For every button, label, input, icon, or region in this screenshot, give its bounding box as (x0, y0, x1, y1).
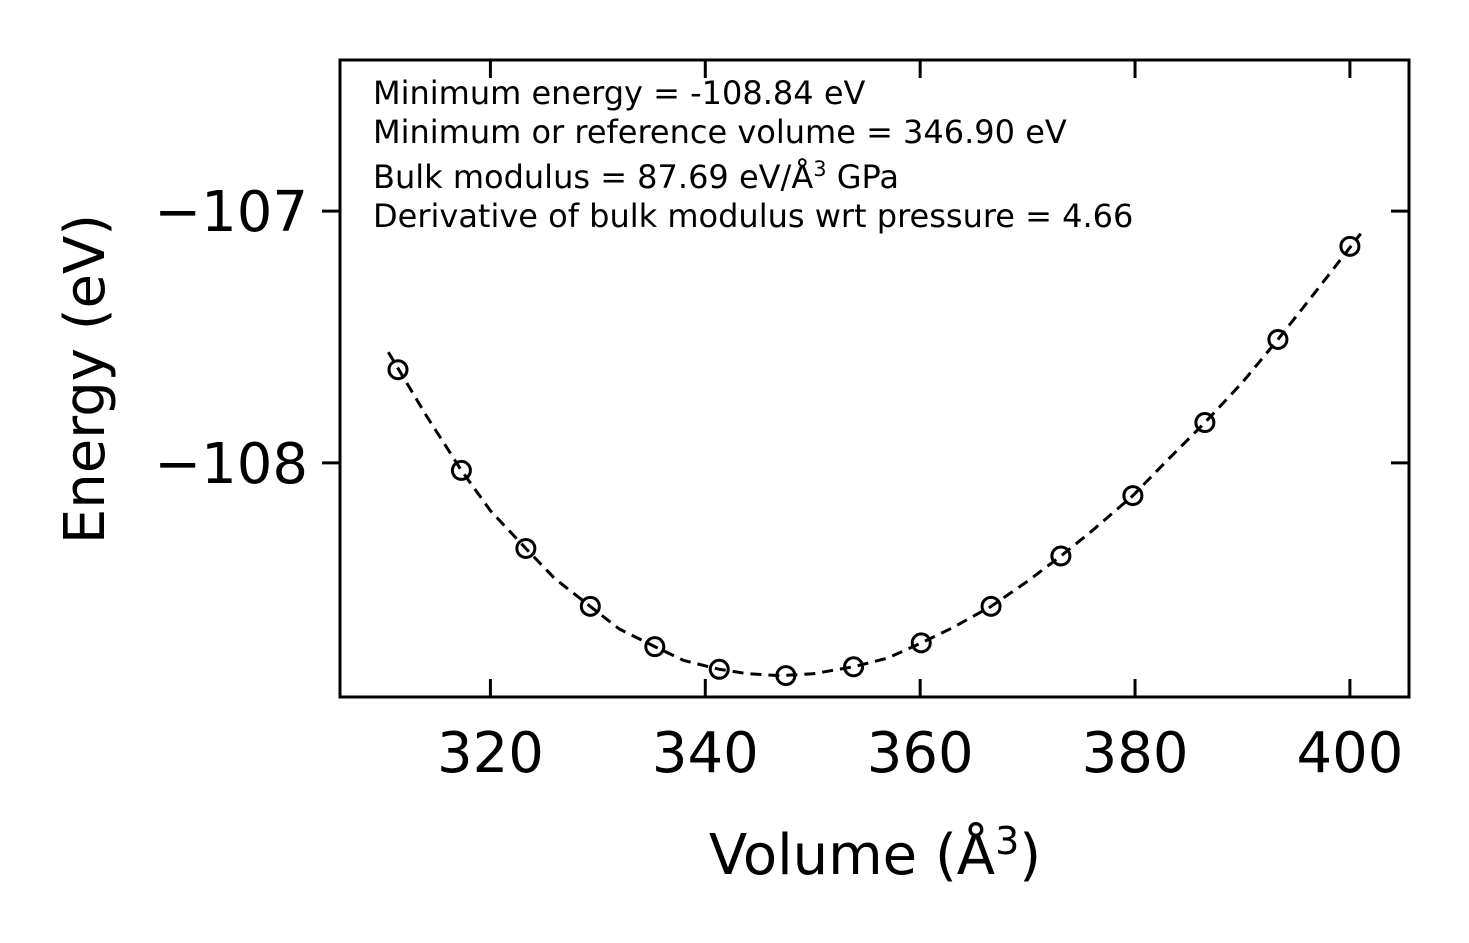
data-point-14 (1339, 235, 1361, 257)
x-tick-label-380: 380 (1082, 721, 1189, 786)
x-axis-label: Volume (Å3) (709, 819, 1041, 888)
annotation-min-volume: Minimum or reference volume = 346.90 eV (373, 113, 1067, 151)
annotation-bulk-modulus: Bulk modulus = 87.69 eV/Å3 GPa (373, 157, 899, 196)
x-tick-label-340: 340 (652, 721, 759, 786)
data-point-9 (980, 595, 1002, 617)
data-point-5 (708, 658, 730, 680)
data-point-7 (843, 656, 865, 678)
x-tick-label-320: 320 (437, 721, 544, 786)
annotation-bulk-modulus-sup: 3 (813, 157, 826, 181)
data-point-2 (515, 537, 537, 559)
x-axis-label-main: Volume (Å (709, 822, 995, 888)
x-axis-label-suffix: ) (1019, 823, 1041, 888)
x-axis-label-sup: 3 (995, 819, 1019, 863)
annotation-derivative: Derivative of bulk modulus wrt pressure … (373, 197, 1133, 235)
data-point-11 (1122, 485, 1144, 507)
data-point-4 (644, 636, 666, 658)
y-tick-label--107: −107 (154, 180, 308, 245)
x-tick-label-400: 400 (1296, 721, 1403, 786)
data-point-13 (1267, 328, 1289, 350)
annotation-bulk-modulus-unit: GPa (827, 158, 899, 196)
axis-ticks (322, 60, 1409, 697)
data-point-10 (1050, 545, 1072, 567)
plot-frame (338, 58, 1411, 699)
tick-labels: 320 340 360 380 400 −107 −108 (154, 180, 1403, 786)
annotation-bulk-modulus-main: Bulk modulus = 87.69 eV/Å (373, 158, 813, 196)
data-point-3 (579, 595, 601, 617)
annotation-min-energy: Minimum energy = -108.84 eV (373, 74, 866, 112)
data-point-8 (910, 632, 932, 654)
data-point-12 (1194, 412, 1216, 434)
data-point-1 (450, 459, 472, 481)
y-axis-label: Energy (eV) (53, 214, 118, 544)
y-tick-label--108: −108 (154, 432, 308, 497)
data-points (387, 235, 1361, 687)
data-point-6 (775, 665, 797, 687)
annotation-box: Minimum energy = -108.84 eV Minimum or r… (373, 74, 1133, 235)
data-point-0 (387, 359, 409, 381)
x-tick-label-360: 360 (867, 721, 974, 786)
